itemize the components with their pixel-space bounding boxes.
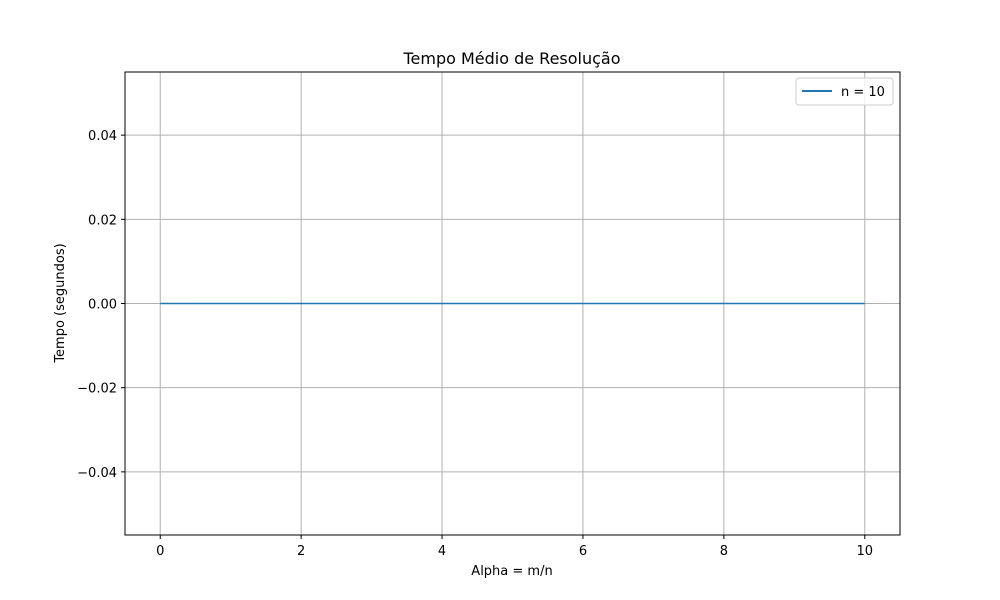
x-tick-label: 8 (720, 544, 728, 559)
x-tick-label: 6 (579, 544, 587, 559)
x-tick-label: 4 (438, 544, 446, 559)
y-axis-ticks: −0.04 −0.02 0.00 0.02 0.04 (77, 129, 125, 481)
y-tick-label: −0.04 (77, 466, 117, 481)
legend: n = 10 (795, 77, 894, 106)
x-axis-ticks: 0 2 4 6 8 10 (156, 535, 873, 559)
x-tick-label: 2 (297, 544, 305, 559)
y-tick-label: 0.02 (88, 213, 117, 228)
y-tick-label: 0.04 (88, 129, 117, 144)
x-tick-label: 10 (856, 544, 873, 559)
y-axis-label: Tempo (segundos) (53, 243, 68, 363)
y-tick-label: 0.00 (88, 298, 117, 313)
x-axis-label: Alpha = m/n (471, 564, 552, 579)
legend-label: n = 10 (841, 85, 885, 100)
legend-box (795, 77, 894, 106)
x-tick-label: 0 (156, 544, 164, 559)
y-tick-label: −0.02 (77, 382, 117, 397)
chart-title: Tempo Médio de Resolução (402, 49, 620, 68)
